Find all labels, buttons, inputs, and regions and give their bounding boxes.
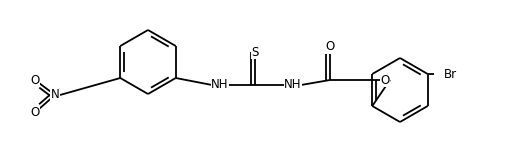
Text: Br: Br [444, 67, 457, 81]
Text: NH: NH [211, 78, 229, 92]
Text: O: O [30, 74, 39, 86]
Text: NH: NH [284, 78, 302, 92]
Text: N: N [50, 88, 60, 102]
Text: S: S [251, 45, 259, 59]
Text: O: O [325, 40, 335, 54]
Text: O: O [380, 74, 390, 86]
Text: O: O [30, 105, 39, 119]
